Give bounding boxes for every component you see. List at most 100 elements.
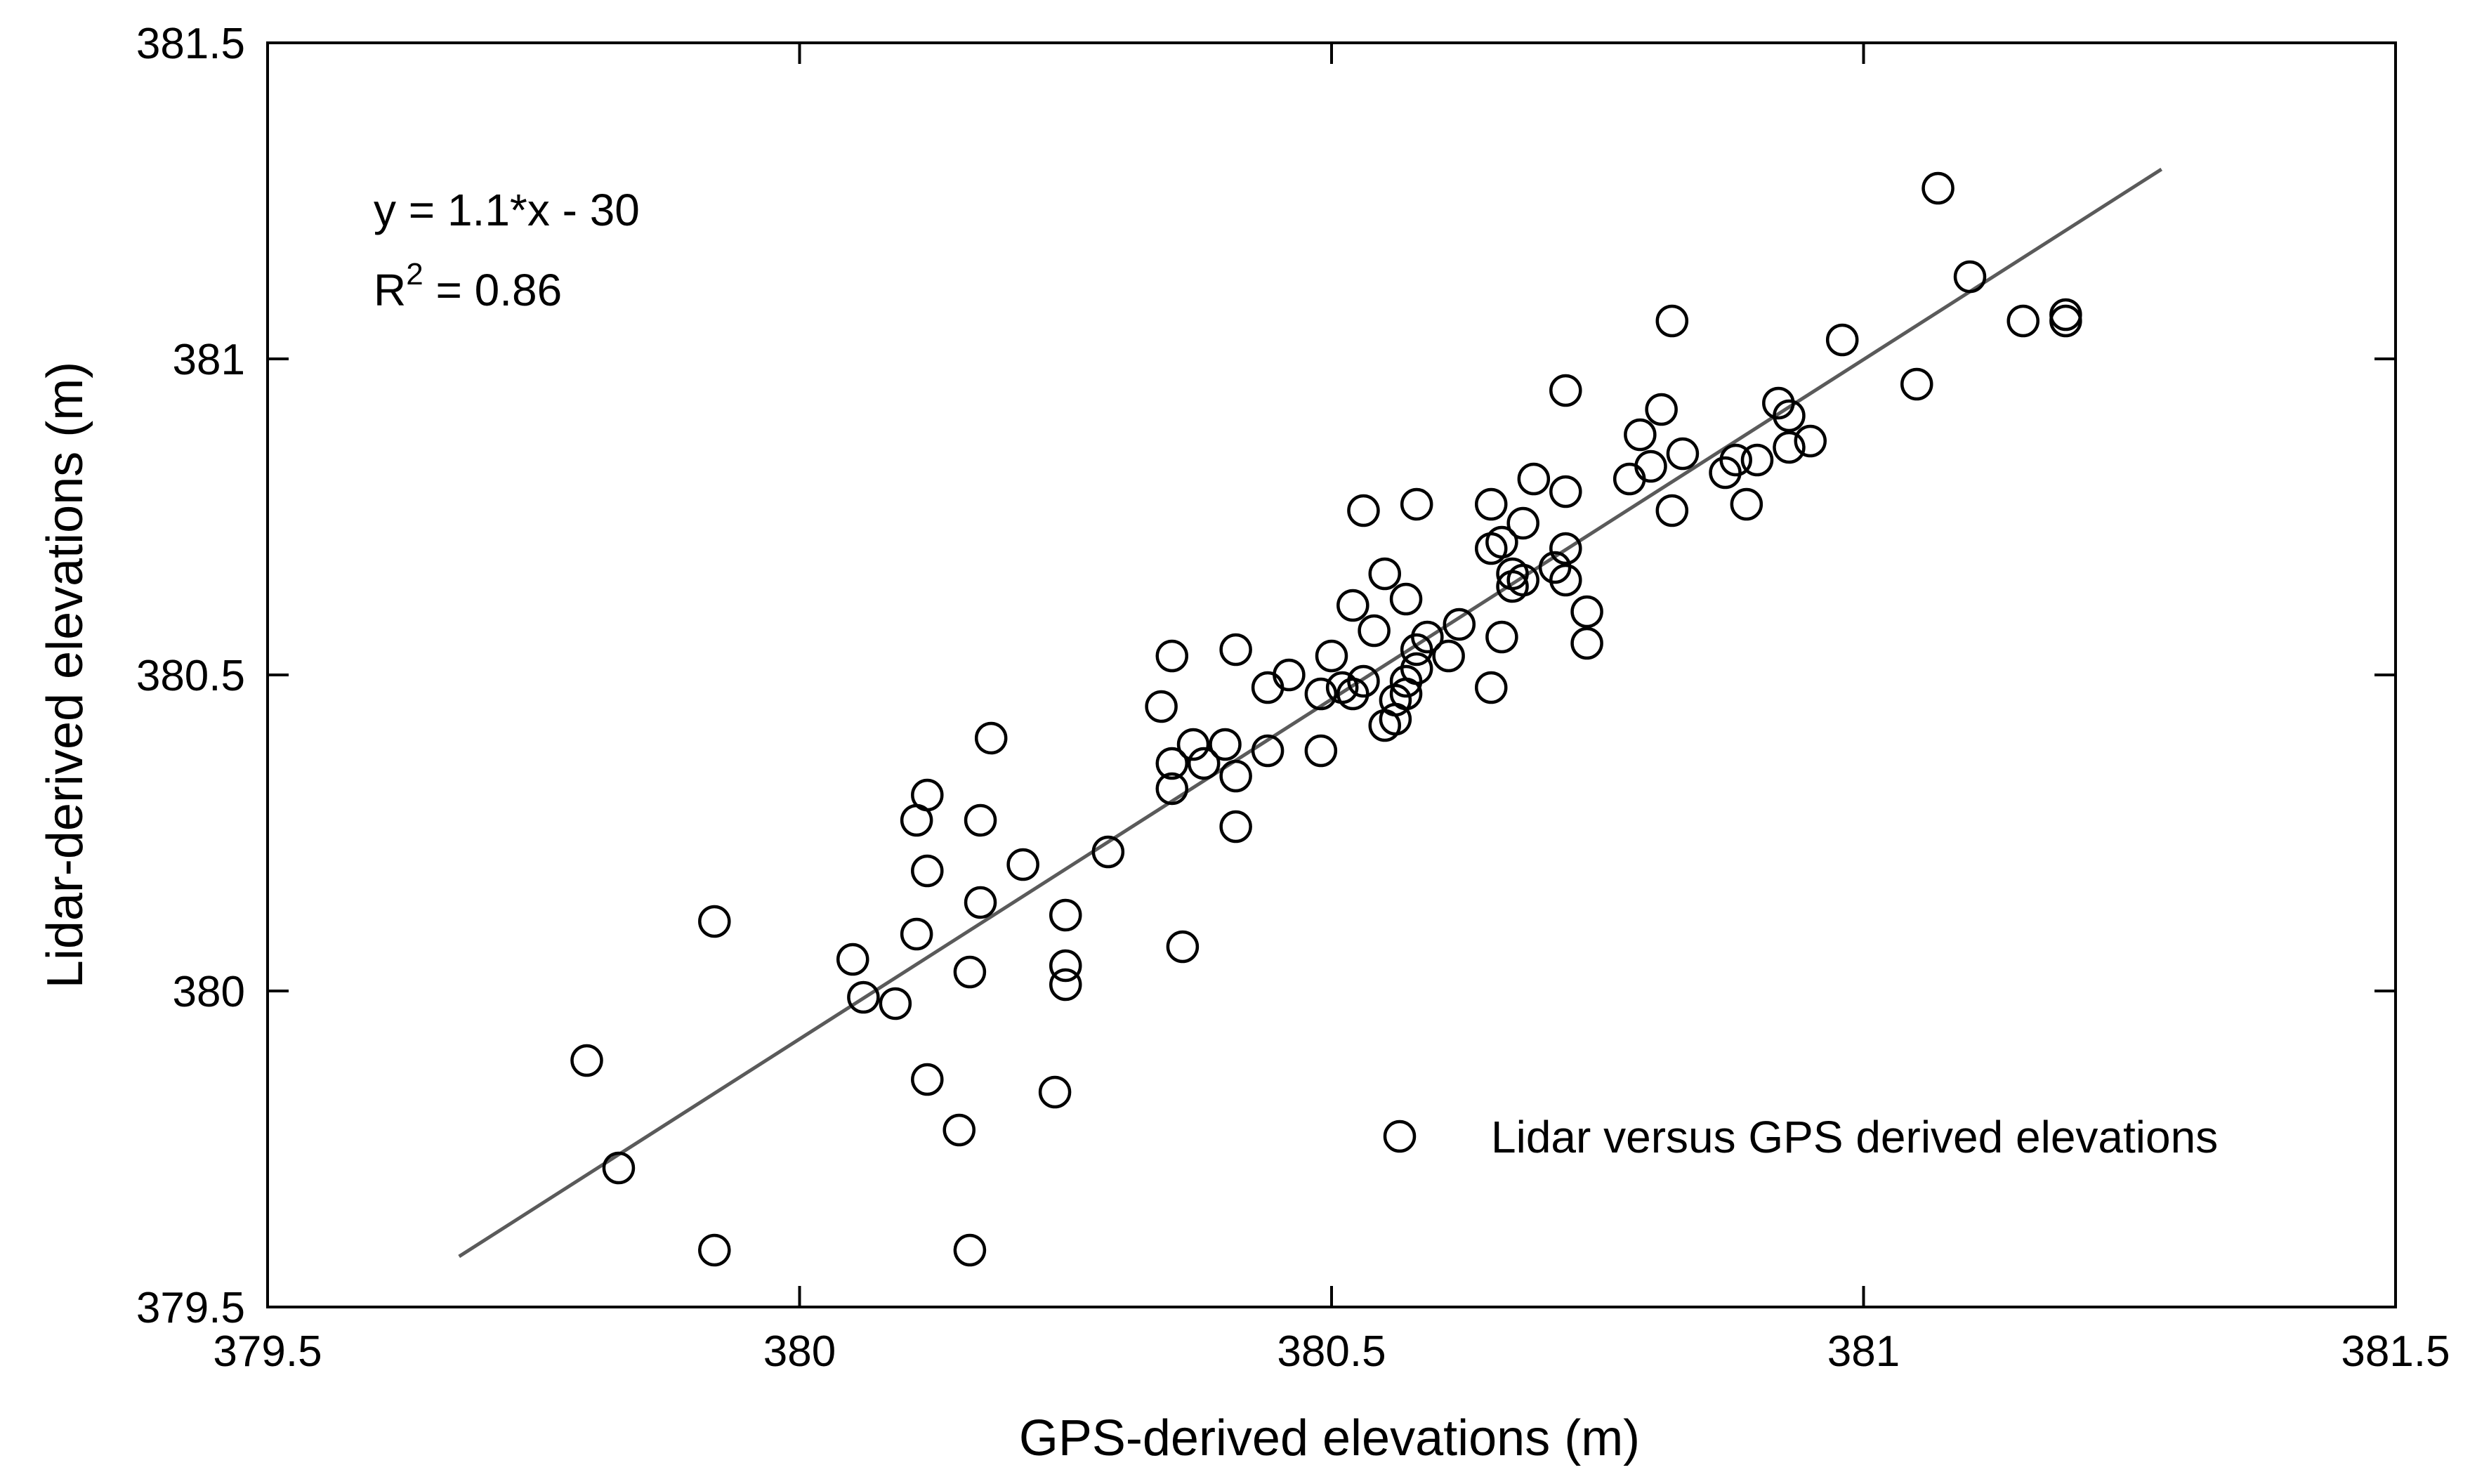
data-point <box>1666 437 1700 471</box>
data-point <box>1730 487 1763 521</box>
x-tick-label: 380 <box>763 1327 836 1376</box>
data-point <box>942 1113 975 1147</box>
data-point <box>1506 506 1539 540</box>
data-point <box>1347 664 1380 698</box>
data-point <box>698 905 731 938</box>
data-point <box>1304 734 1338 768</box>
data-point <box>1251 734 1285 768</box>
data-point <box>1176 728 1210 761</box>
data-point <box>1719 443 1752 477</box>
data-point <box>1485 620 1518 654</box>
data-point <box>1219 810 1252 843</box>
x-tick-label: 379.5 <box>213 1327 322 1376</box>
data-point <box>602 1151 636 1185</box>
y-tick-label: 381 <box>173 336 245 384</box>
data-point <box>1389 582 1423 616</box>
legend-marker <box>1383 1119 1417 1153</box>
data-point <box>1506 563 1539 597</box>
data-point <box>1358 614 1391 648</box>
y-axis-label: Lidar-derived elevations (m) <box>37 362 93 988</box>
data-point <box>2049 298 2082 331</box>
data-point <box>974 721 1008 755</box>
data-point <box>964 886 997 919</box>
data-point <box>1922 171 1955 205</box>
data-point <box>836 943 869 976</box>
r-squared-value: = 0.86 <box>423 265 563 315</box>
data-point <box>1549 475 1582 508</box>
legend: Lidar versus GPS derived elevations <box>1383 1112 2218 1162</box>
data-point <box>1166 930 1200 964</box>
data-point <box>1655 304 1689 338</box>
data-point <box>698 1233 731 1267</box>
data-point <box>1368 557 1401 591</box>
data-point <box>1612 462 1646 496</box>
data-point <box>847 980 880 1014</box>
data-point <box>1517 462 1551 496</box>
data-point <box>1187 747 1221 780</box>
data-point <box>1304 677 1338 711</box>
legend-label: Lidar versus GPS derived elevations <box>1491 1112 2218 1162</box>
x-tick-label: 381.5 <box>2341 1327 2450 1376</box>
data-point <box>1315 639 1348 673</box>
data-point <box>1900 367 1933 401</box>
data-point <box>1570 626 1603 660</box>
data-point <box>1570 595 1603 629</box>
data-point <box>953 1233 987 1267</box>
data-point <box>911 778 944 812</box>
data-point <box>1049 898 1082 932</box>
axis-ticks <box>266 41 2397 1308</box>
data-point <box>1953 260 1987 294</box>
data-point <box>1634 449 1667 483</box>
data-point <box>1475 532 1508 565</box>
equation-annotation: y = 1.1*x - 30 <box>374 185 640 235</box>
data-point <box>1773 399 1806 433</box>
data-point <box>964 803 997 837</box>
data-point <box>1475 671 1508 704</box>
data-point <box>2006 304 2039 338</box>
data-point <box>1624 418 1657 452</box>
data-point <box>2049 304 2082 338</box>
data-point <box>1219 759 1252 793</box>
data-point <box>1443 608 1476 641</box>
data-point <box>1655 494 1689 527</box>
data-point <box>1740 443 1774 477</box>
data-point <box>1825 323 1859 357</box>
data-point <box>911 854 944 888</box>
y-tick-label: 380.5 <box>136 652 245 700</box>
data-point <box>1251 671 1285 704</box>
r-squared-base: R <box>374 265 406 315</box>
regression-line <box>458 167 2163 1259</box>
data-point <box>1549 563 1582 597</box>
data-point <box>1219 633 1252 667</box>
data-points <box>570 171 2082 1267</box>
data-point <box>1049 949 1082 983</box>
data-point <box>1411 620 1444 654</box>
y-tick-label: 380 <box>173 968 245 1016</box>
data-point <box>1155 747 1188 780</box>
data-point <box>953 955 987 989</box>
r-squared-superscript: 2 <box>406 257 423 291</box>
y-tick-label: 379.5 <box>136 1284 245 1332</box>
data-point <box>900 917 933 951</box>
x-tick-label: 380.5 <box>1277 1327 1386 1376</box>
data-point <box>1145 690 1178 723</box>
fit-line-group <box>458 167 2163 1259</box>
data-point <box>1155 639 1188 673</box>
data-point <box>1400 652 1433 685</box>
y-tick-label: 381.5 <box>136 20 245 68</box>
data-point <box>1794 424 1827 458</box>
data-point <box>1006 848 1039 881</box>
data-point <box>570 1044 603 1077</box>
data-point <box>1432 639 1465 673</box>
data-point <box>1773 431 1806 464</box>
data-point <box>1347 494 1380 527</box>
data-point <box>1645 393 1678 426</box>
x-tick-label: 381 <box>1827 1327 1900 1376</box>
data-point <box>1709 456 1742 490</box>
data-point <box>1038 1075 1072 1109</box>
r-squared-annotation: R2 = 0.86 <box>374 257 562 315</box>
data-point <box>1475 487 1508 521</box>
data-point <box>1273 658 1306 692</box>
data-point <box>1400 487 1433 521</box>
